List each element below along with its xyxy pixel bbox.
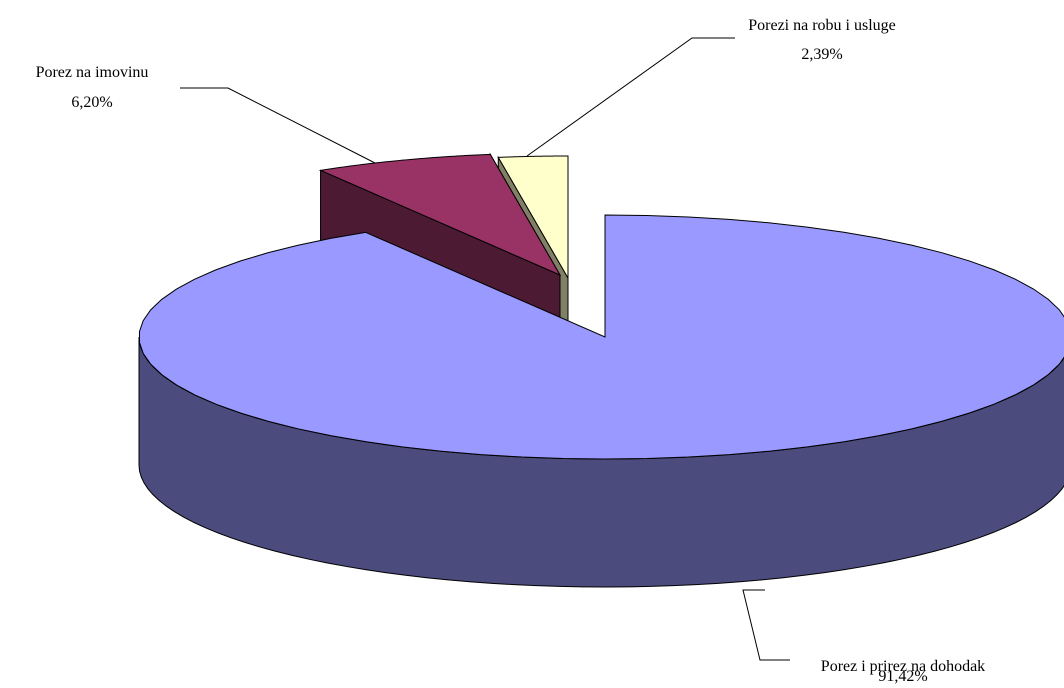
slice-label-imovina: Porez na imovinu	[36, 64, 149, 81]
slice-value-roba: 2,39%	[801, 46, 842, 63]
slice-top-1	[318, 153, 562, 277]
slice-label-roba: Porezi na robu i usluge	[748, 17, 896, 34]
leader-line-0	[742, 589, 790, 661]
slice-value-dohodak: 91,42%	[878, 668, 927, 685]
slice-tops-layer	[138, 153, 1064, 460]
slice-label-dohodak: Porez i prirez na dohodak	[821, 658, 985, 675]
slice-top-2	[497, 155, 569, 280]
leader-line-1	[180, 87, 376, 164]
slice-value-imovina: 6,20%	[71, 94, 112, 111]
leader-line-2	[526, 37, 735, 157]
leader-lines-layer	[180, 37, 790, 661]
slice-top-0	[138, 214, 1064, 460]
